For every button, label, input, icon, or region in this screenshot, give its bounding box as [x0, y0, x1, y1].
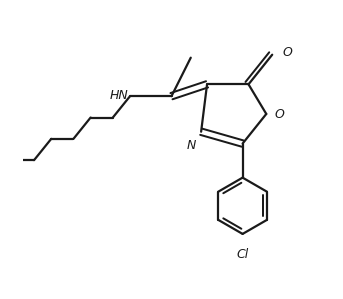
Text: N: N [186, 139, 196, 152]
Text: HN: HN [110, 89, 129, 102]
Text: O: O [282, 46, 292, 59]
Text: O: O [275, 108, 285, 121]
Text: Cl: Cl [236, 248, 249, 261]
